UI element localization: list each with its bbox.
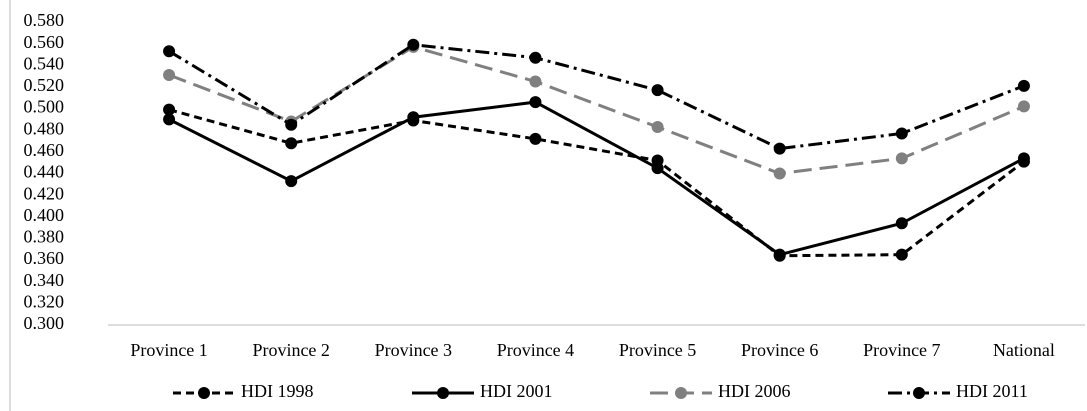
point [529,96,542,109]
y-tick-label: 0.560 [24,32,65,52]
point [407,38,420,51]
point [1017,100,1030,113]
series-line [168,108,1025,258]
x-tick-label: Province 2 [252,340,329,360]
point [529,132,542,145]
point [163,45,176,58]
y-tick-label: 0.440 [24,162,65,182]
x-tick-label: Province 1 [130,340,207,360]
point [285,118,298,131]
point [651,120,664,133]
point [895,127,908,140]
y-tick-label: 0.460 [24,140,65,160]
legend-marker [198,387,210,399]
point [651,162,664,175]
point [773,167,786,180]
legend-marker [437,387,449,399]
y-tick-label: 0.360 [24,248,65,268]
point [285,175,298,188]
point [1017,152,1030,165]
y-tick-label: 0.380 [24,227,65,247]
y-tick-label: 0.300 [24,313,65,333]
series-line [168,45,1025,176]
x-tick-label: Province 5 [619,340,696,360]
series-line [168,43,1025,151]
x-tick-label: National [993,340,1055,360]
y-tick-label: 0.480 [24,118,65,138]
x-tick-label: Province 6 [741,340,818,360]
y-tick-label: 0.400 [24,205,65,225]
point [285,137,298,150]
y-tick-label: 0.320 [24,291,65,311]
point [529,51,542,64]
y-tick-label: 0.540 [24,53,65,73]
series-line [168,100,1025,257]
y-tick-label: 0.520 [24,75,65,95]
legend-marker [675,387,687,399]
point [773,142,786,155]
point [1017,79,1030,92]
legend-label: HDI 2001 [480,381,553,401]
point [407,111,420,124]
legend-label: HDI 2011 [956,381,1028,401]
y-tick-label: 0.420 [24,183,65,203]
point [163,113,176,126]
y-tick-label: 0.580 [24,10,65,30]
x-tick-label: Province 7 [863,340,940,360]
legend-marker [913,387,925,399]
point [163,69,176,82]
x-tick-label: Province 3 [375,340,452,360]
point [895,217,908,230]
legend-label: HDI 2006 [718,381,791,401]
y-tick-label: 0.500 [24,97,65,117]
point [529,75,542,88]
legend-label: HDI 1998 [241,381,314,401]
point [773,248,786,261]
point [651,84,664,97]
point [895,152,908,165]
x-tick-label: Province 4 [497,340,574,360]
y-tick-label: 0.340 [24,270,65,290]
point [895,248,908,261]
point [163,103,176,116]
